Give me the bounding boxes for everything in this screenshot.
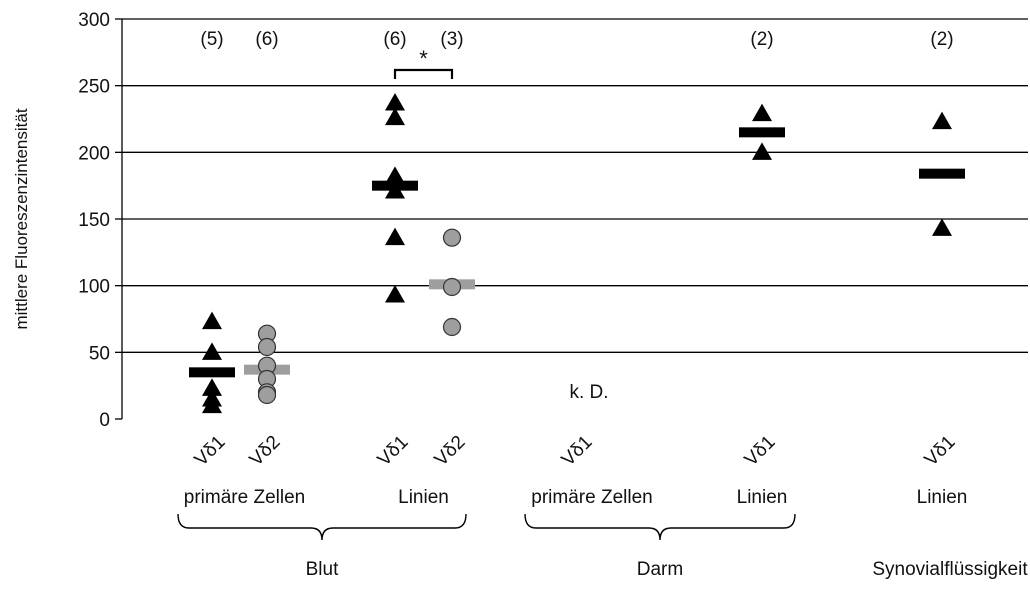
group-label: primäre Zellen: [184, 487, 305, 508]
y-tick-label: 250: [78, 77, 110, 98]
group-label: Linien: [917, 487, 968, 508]
sample-count: (2): [750, 29, 773, 50]
data-point-circle: [257, 337, 277, 357]
data-point-circle: [442, 228, 462, 247]
x-category-label: Vδ1: [921, 432, 960, 471]
x-category-label: Vδ2: [431, 432, 470, 471]
x-category-label: Vδ1: [558, 432, 597, 471]
sample-count: (3): [440, 29, 463, 50]
no-data-annotation: k. D.: [569, 382, 608, 403]
sample-count: (2): [930, 29, 953, 50]
brace-blut: [177, 513, 467, 541]
y-tick-label: 150: [78, 210, 110, 231]
y-tick-label: 300: [78, 10, 110, 31]
data-point-triangle: [202, 395, 222, 414]
data-point-triangle: [385, 227, 405, 246]
tissue-label: Synovialflüssigkeit: [872, 559, 1028, 580]
data-point-triangle: [752, 142, 772, 160]
group-label: primäre Zellen: [531, 487, 652, 508]
median-bar: [739, 127, 785, 138]
data-point-triangle: [385, 285, 405, 303]
data-point-triangle: [202, 342, 222, 360]
group-label: Linien: [398, 487, 449, 508]
y-tick-label: 200: [78, 143, 110, 164]
data-point-circle: [442, 317, 462, 337]
data-point-triangle: [385, 181, 405, 199]
data-point-triangle: [385, 166, 405, 184]
data-point-triangle: [932, 218, 952, 236]
data-point-triangle: [752, 103, 772, 122]
median-bar: [189, 367, 235, 378]
significance-bracket: [393, 68, 454, 79]
data-point-triangle: [202, 378, 222, 396]
y-tick-label: 0: [99, 410, 110, 431]
sample-count: (6): [383, 29, 406, 50]
x-category-label: Vδ1: [191, 432, 230, 471]
data-point-triangle: [385, 107, 405, 126]
data-point-triangle: [932, 111, 952, 130]
significance-star: *: [419, 46, 428, 71]
data-point-circle: [442, 277, 462, 297]
x-category-label: Vδ1: [374, 432, 413, 471]
y-axis-label: mittlere Fluoreszenzintensität: [12, 108, 31, 329]
data-point-triangle: [202, 311, 222, 330]
y-tick-label: 100: [78, 277, 110, 298]
sample-count: (5): [200, 29, 223, 50]
group-label: Linien: [737, 487, 788, 508]
data-point-triangle: [385, 93, 405, 111]
tissue-label: Blut: [306, 559, 339, 580]
y-tick-label: 50: [89, 343, 110, 364]
median-bar: [919, 168, 965, 179]
tissue-label: Darm: [637, 559, 683, 580]
data-point-circle: [257, 385, 277, 405]
brace-darm: [524, 513, 796, 541]
x-category-label: Vδ2: [246, 432, 285, 471]
x-category-label: Vδ1: [741, 432, 780, 471]
sample-count: (6): [255, 29, 278, 50]
